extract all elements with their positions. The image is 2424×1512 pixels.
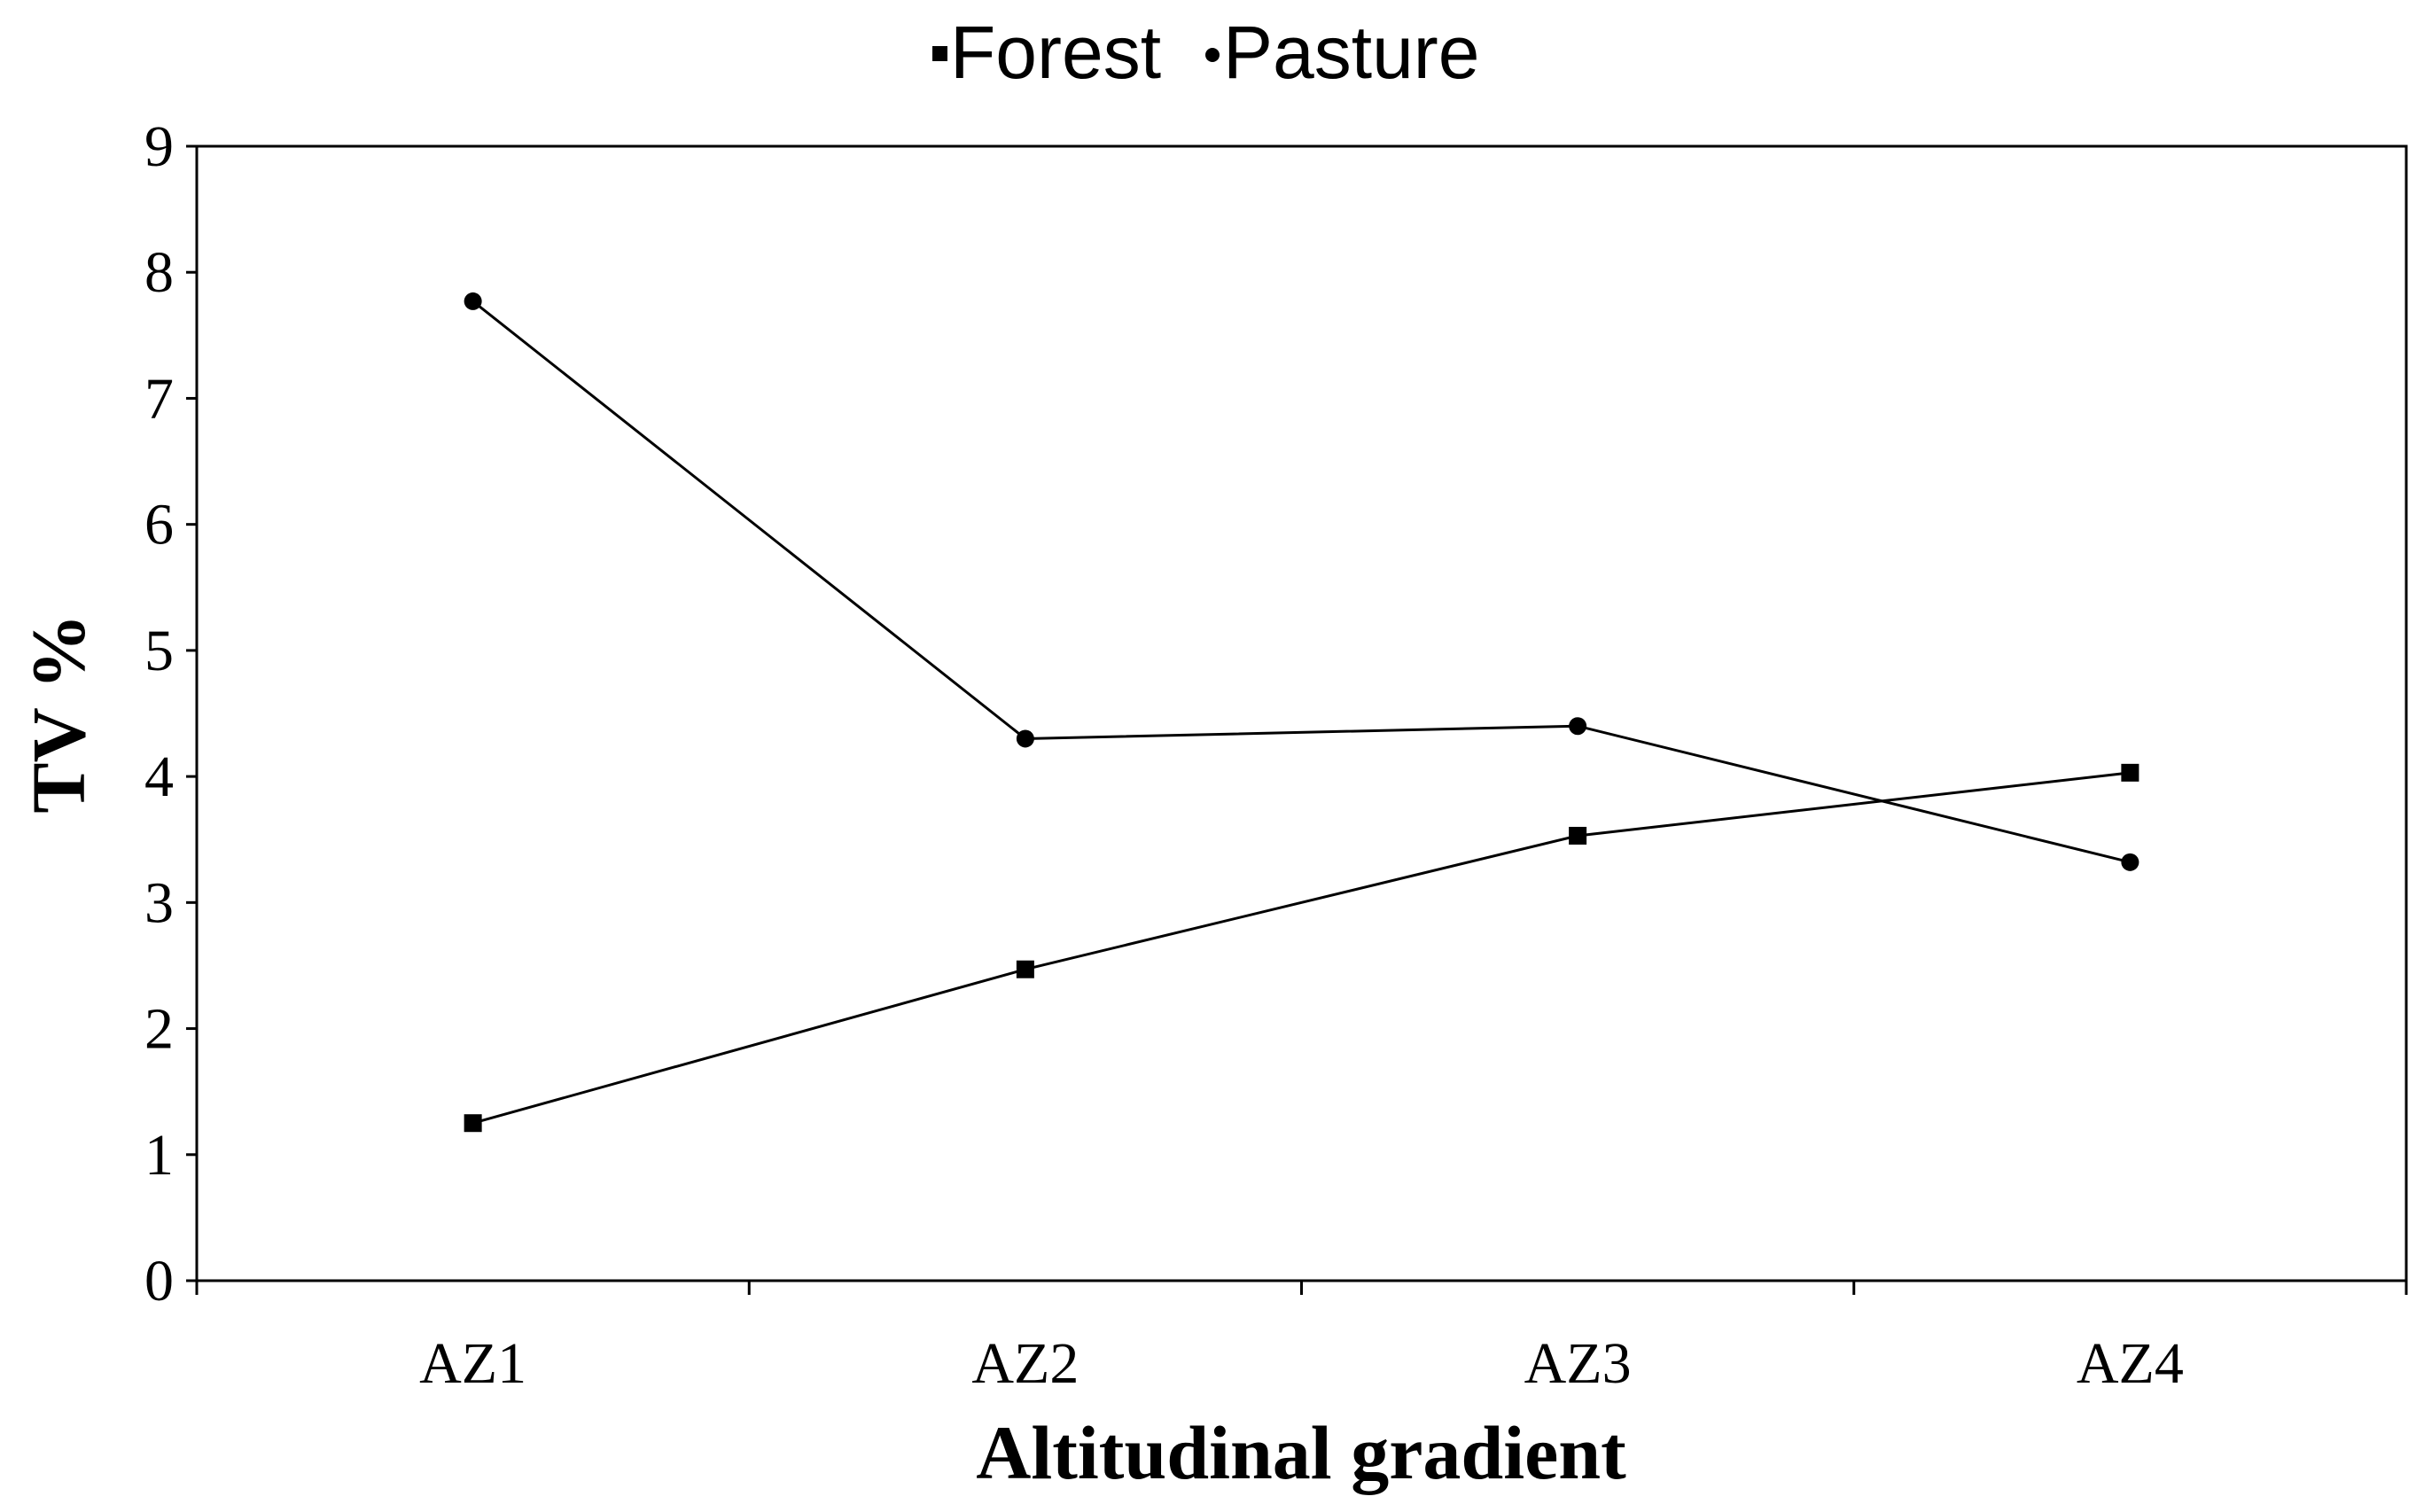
data-point-pasture [1569, 717, 1587, 736]
legend-marker-forest [932, 46, 947, 61]
data-point-pasture [1016, 729, 1034, 748]
y-axis: 0 1 2 3 4 5 6 7 8 9 [144, 114, 197, 1313]
data-point-forest [464, 1114, 482, 1133]
x-tick-label: AZ1 [419, 1331, 526, 1396]
legend-marker-pasture [1205, 48, 1220, 62]
y-tick-label: 6 [144, 493, 174, 557]
y-tick-label: 1 [144, 1123, 174, 1188]
y-tick-label: 9 [144, 114, 174, 179]
x-tick-label: AZ3 [1524, 1331, 1632, 1396]
legend: Forest Pasture [932, 11, 1480, 94]
data-point-pasture [464, 292, 482, 310]
legend-label-pasture: Pasture [1223, 11, 1480, 94]
series-layer [464, 292, 2140, 1133]
data-point-forest [1016, 960, 1034, 978]
y-tick-label: 4 [144, 744, 174, 809]
y-tick-label: 8 [144, 240, 174, 305]
series-line-forest [472, 771, 2131, 1125]
x-axis-title: Altitudinal gradient [976, 1410, 1626, 1495]
y-tick-label: 5 [144, 619, 174, 683]
legend-label-forest: Forest [950, 11, 1161, 94]
y-tick-label: 2 [144, 997, 174, 1062]
y-tick-label: 0 [144, 1249, 174, 1313]
x-tick-label: AZ4 [2077, 1331, 2184, 1396]
y-tick-label: 7 [144, 366, 174, 431]
x-tick-label: AZ2 [971, 1331, 1079, 1396]
y-axis-title: TV % [16, 613, 101, 813]
series-line-pasture [472, 300, 2131, 864]
data-point-pasture [2121, 853, 2140, 871]
x-axis: AZ1 AZ2 AZ3 AZ4 [195, 1281, 2408, 1396]
data-point-forest [1569, 826, 1587, 845]
data-point-forest [2121, 763, 2140, 782]
y-tick-label: 3 [144, 870, 174, 935]
